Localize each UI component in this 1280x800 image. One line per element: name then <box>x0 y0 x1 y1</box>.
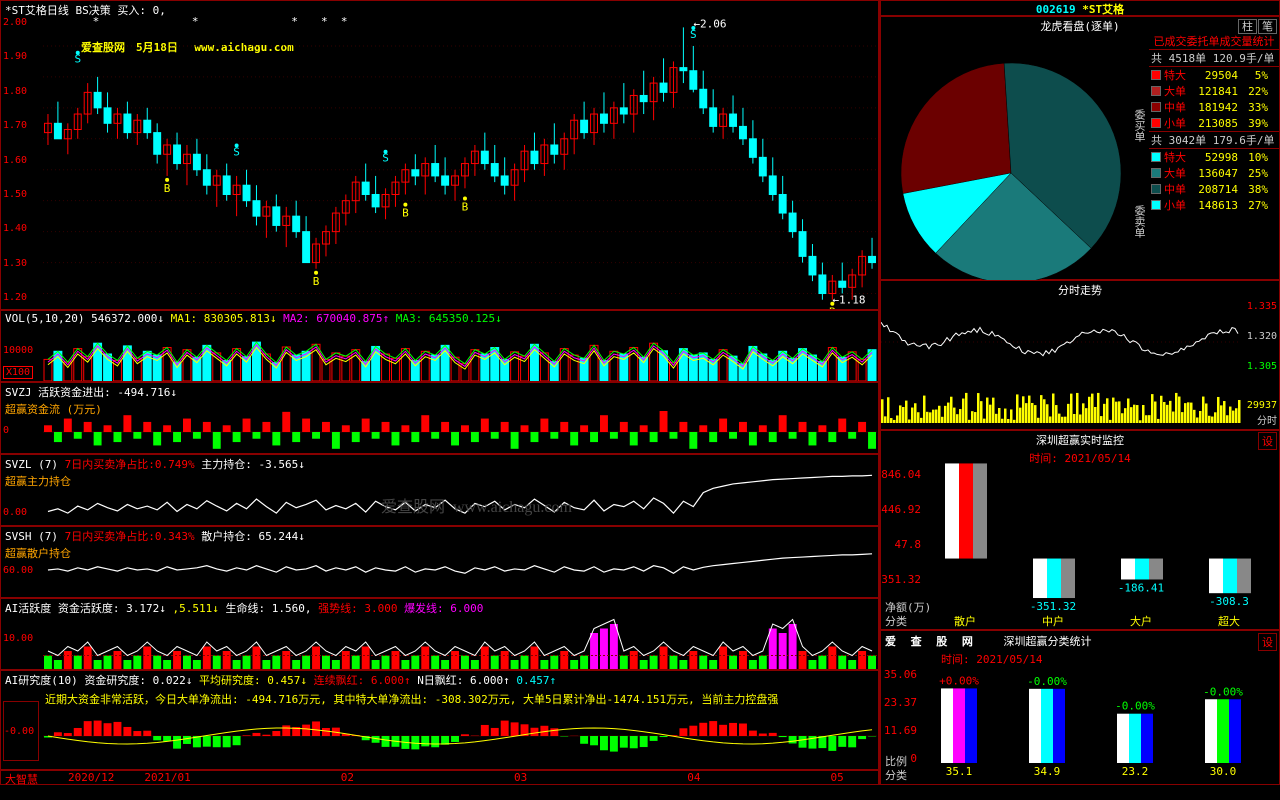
vol-chart <box>43 327 877 381</box>
svg-text:-0.00%: -0.00% <box>1115 700 1155 713</box>
vol-panel[interactable]: VOL(5,10,20) 546372.000↓ MA1: 830305.813… <box>0 310 879 382</box>
svg-text:B: B <box>462 200 469 213</box>
svg-text:B: B <box>164 182 171 195</box>
svg-text:+0.00%: +0.00% <box>939 674 979 687</box>
svg-text:23.37: 23.37 <box>884 696 917 709</box>
svg-text:分类: 分类 <box>885 614 907 628</box>
monitor-title: 深圳超赢实时监控 设 <box>881 431 1279 449</box>
svg-text:30.0: 30.0 <box>1210 765 1237 778</box>
svzj-header: SVZJ 活跃资金进出: -494.716↓ <box>1 383 878 401</box>
ai1-chart <box>43 615 877 669</box>
pie-chart <box>881 33 1151 281</box>
svg-text:中户: 中户 <box>1036 782 1058 783</box>
ai2-header: AI研究度(10) 资金研究度: 0.022↓ 平均研究度: 0.457↓ 连续… <box>1 671 878 689</box>
stats-title: 爱 查 股 网 深圳超赢分类统计 设 <box>881 631 1279 651</box>
svzl-panel[interactable]: SVZL (7) 7日内买卖净占比:0.749% 主力持仓: -3.565↓ 超… <box>0 454 879 526</box>
svg-text:超大: 超大 <box>1212 782 1234 783</box>
svg-text:-186.41: -186.41 <box>1118 581 1164 594</box>
kline-chart: SBSBSBBSB←2.06←1.18***** <box>43 15 877 309</box>
svg-text:散户: 散户 <box>948 782 970 783</box>
svg-text:*: * <box>192 15 199 28</box>
svg-text:超大: 超大 <box>1218 614 1240 628</box>
svg-text:比例: 比例 <box>885 754 907 768</box>
stats-settings-button[interactable]: 设 <box>1258 633 1277 651</box>
svg-text:*: * <box>93 15 100 28</box>
monitor-panel[interactable]: 深圳超赢实时监控 设 时间: 2021/05/14 846.04446.9247… <box>880 430 1280 630</box>
svg-text:B: B <box>402 207 409 220</box>
stats-chart: 35.06 23.37 11.69 0 +0.00% 35.1 -0.00% 34.9 -0.0… <box>881 663 1279 783</box>
pie-panel[interactable]: 龙虎看盘(逐单) 柱笔 已成交委托单成交量统计 共 4518单 120.9手/单… <box>880 16 1280 280</box>
monitor-chart: 846.04446.9247.8-351.32846.04散户-351.32中户… <box>881 463 1279 629</box>
fenshi-chart <box>881 297 1279 429</box>
svg-text:散户: 散户 <box>954 614 976 628</box>
svg-text:中户: 中户 <box>1042 614 1064 628</box>
svg-text:35.06: 35.06 <box>884 668 917 681</box>
svsh-chart <box>43 543 877 597</box>
fenshi-panel[interactable]: 分时走势 1.335 1.320 1.305 29937 分时 <box>880 280 1280 430</box>
svg-text:-0.00%: -0.00% <box>1203 685 1243 698</box>
svg-text:11.69: 11.69 <box>884 724 917 737</box>
svg-text:B: B <box>313 275 320 288</box>
svg-text:-0.00%: -0.00% <box>1027 675 1067 688</box>
svg-text:34.9: 34.9 <box>1034 765 1061 778</box>
kline-panel[interactable]: *ST艾格日线 BS决策 买入: 0, 爱查股网 5月18日 www.aicha… <box>0 0 879 310</box>
svg-text:23.2: 23.2 <box>1122 765 1149 778</box>
svg-text:846.04: 846.04 <box>881 468 921 481</box>
stock-header: 002619 *ST艾格 <box>880 0 1280 16</box>
kline-yaxis: 2.001.901.801.701.601.501.401.301.20 <box>3 15 41 305</box>
ai2-chart <box>43 705 877 767</box>
svg-text:0: 0 <box>910 752 917 765</box>
svzj-chart <box>43 411 877 453</box>
pie-legend: 已成交委托单成交量统计 共 4518单 120.9手/单 特大295045%大单… <box>1149 33 1279 213</box>
pie-buttons[interactable]: 柱笔 <box>1237 18 1277 34</box>
stats-panel[interactable]: 爱 查 股 网 深圳超赢分类统计 设 时间: 2021/05/14 35.062… <box>880 630 1280 785</box>
svg-text:*: * <box>321 15 328 28</box>
svg-text:大户: 大户 <box>1124 782 1146 783</box>
svg-text:←2.06: ←2.06 <box>693 17 726 30</box>
vol-header: VOL(5,10,20) 546372.000↓ MA1: 830305.813… <box>1 311 878 326</box>
svg-text:-351.32: -351.32 <box>881 573 921 586</box>
ai1-panel[interactable]: AI活跃度 资金活跃度: 3.172↓ ,5.511↓ 生命线: 1.560, … <box>0 598 879 670</box>
svsh-panel[interactable]: SVSH (7) 7日内买卖净占比:0.343% 散户持仓: 65.244↓ 超… <box>0 526 879 598</box>
svg-text:446.92: 446.92 <box>881 503 921 516</box>
svg-text:35.1: 35.1 <box>946 765 973 778</box>
svg-text:*: * <box>291 15 298 28</box>
svzj-panel[interactable]: SVZJ 活跃资金进出: -494.716↓ 超赢资金流 (万元) 0 <box>0 382 879 454</box>
ai2-panel[interactable]: AI研究度(10) 资金研究度: 0.022↓ 平均研究度: 0.457↓ 连续… <box>0 670 879 770</box>
svg-text:-308.3: -308.3 <box>1209 595 1249 608</box>
monitor-settings-button[interactable]: 设 <box>1258 432 1277 450</box>
svg-text:大户: 大户 <box>1130 614 1152 628</box>
svg-text:*: * <box>341 15 348 28</box>
svg-text:净额(万): 净额(万) <box>885 600 931 614</box>
svg-text:←1.18: ←1.18 <box>832 294 865 307</box>
svg-text:47.8: 47.8 <box>895 538 922 551</box>
svg-text:-351.32: -351.32 <box>1030 600 1076 613</box>
svg-text:分类: 分类 <box>885 768 907 782</box>
timeline: 大智慧 2020/122021/01 02 03 04 05 <box>0 770 879 785</box>
x100-label: X100 <box>3 366 33 379</box>
